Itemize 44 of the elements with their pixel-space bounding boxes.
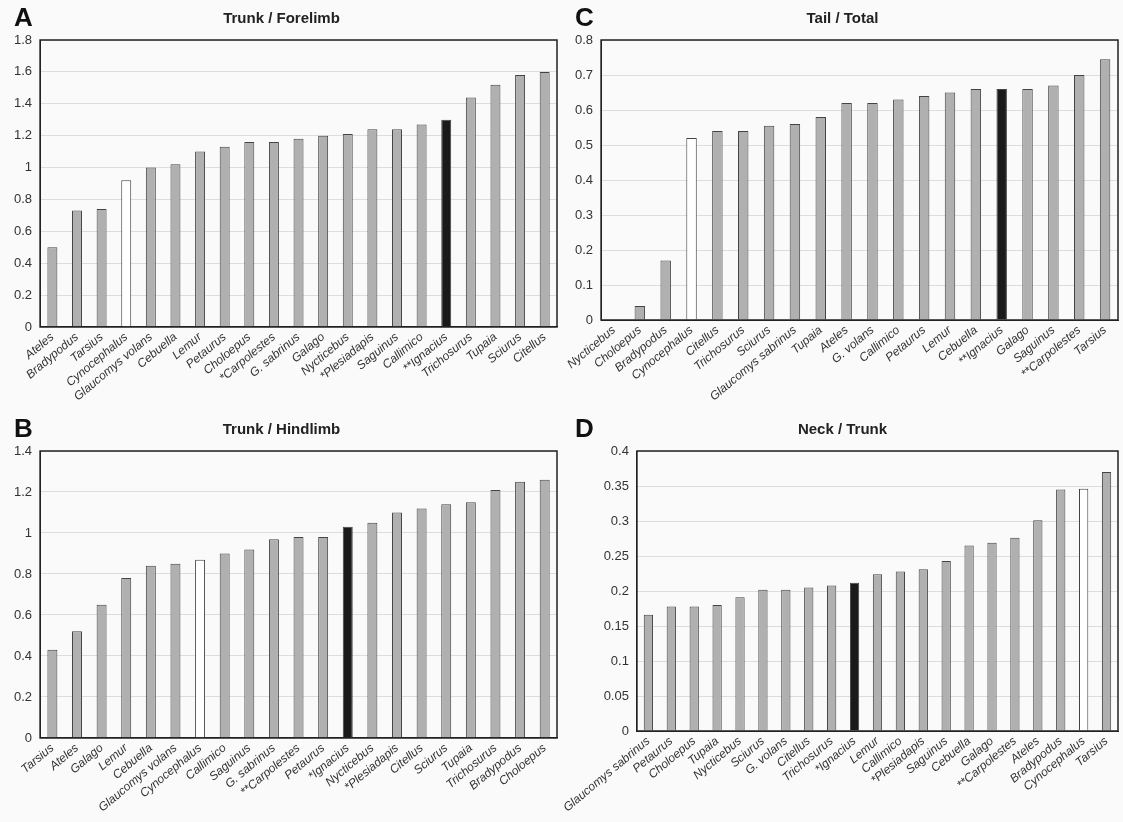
text: A	[14, 2, 33, 33]
chart-title: Trunk / Forelimb	[223, 9, 340, 27]
y-tick-label: 0.25	[603, 547, 629, 563]
y-tick-label: 0.7	[574, 66, 594, 82]
y-tick-label: 0.8	[574, 31, 594, 47]
y-tick-label: 0.05	[603, 687, 629, 703]
y-tick-label: 1.6	[13, 63, 33, 79]
y-tick-label: 0.8	[13, 191, 33, 206]
y-tick-label: 0.4	[574, 171, 594, 187]
y-tick-label: 1.4	[13, 95, 33, 111]
y-tick-label: 0	[24, 318, 33, 334]
y-tick-label: 1	[24, 524, 33, 540]
y-tick-label: 0.6	[574, 101, 594, 117]
y-tick-label: 0.4	[13, 254, 33, 270]
y-tick-label: 1.2	[13, 127, 33, 143]
y-tick-label: 0.4	[610, 442, 629, 458]
y-tick-label: 0.2	[13, 688, 33, 704]
y-tick-label: 0	[24, 729, 33, 745]
y-tick-label: 1	[24, 159, 33, 175]
y-tick-label: 0.5	[574, 136, 594, 152]
y-tick-label: 0.2	[610, 582, 629, 598]
text: C	[575, 2, 594, 33]
y-tick-label: 0.6	[13, 222, 33, 238]
y-tick-label: 0.15	[603, 617, 629, 633]
y-tick-label: 0.2	[574, 241, 594, 257]
chart-title: Tail / Total	[806, 9, 879, 27]
y-tick-label: 0.4	[13, 647, 33, 663]
y-tick-label: 1.2	[13, 483, 33, 499]
text: B	[14, 413, 33, 444]
y-tick-label: 0.6	[13, 606, 33, 622]
y-tick-label: 1.8	[13, 31, 33, 47]
y-tick-label: 0	[585, 311, 594, 327]
chart-title: Trunk / Hindlimb	[222, 420, 341, 438]
y-tick-label: 0.2	[13, 286, 33, 302]
y-tick-label: 0.3	[574, 206, 594, 222]
chart-title: Neck / Trunk	[797, 420, 888, 438]
y-tick-label: 0.1	[610, 652, 629, 668]
y-tick-label: 1.4	[13, 442, 33, 458]
y-tick-label: 0.1	[574, 276, 594, 292]
y-tick-label: 0.8	[13, 565, 33, 581]
text: D	[575, 413, 594, 444]
y-tick-label: 0	[621, 722, 629, 738]
y-tick-label: 0.35	[603, 477, 629, 493]
y-tick-label: 0.3	[610, 512, 629, 528]
